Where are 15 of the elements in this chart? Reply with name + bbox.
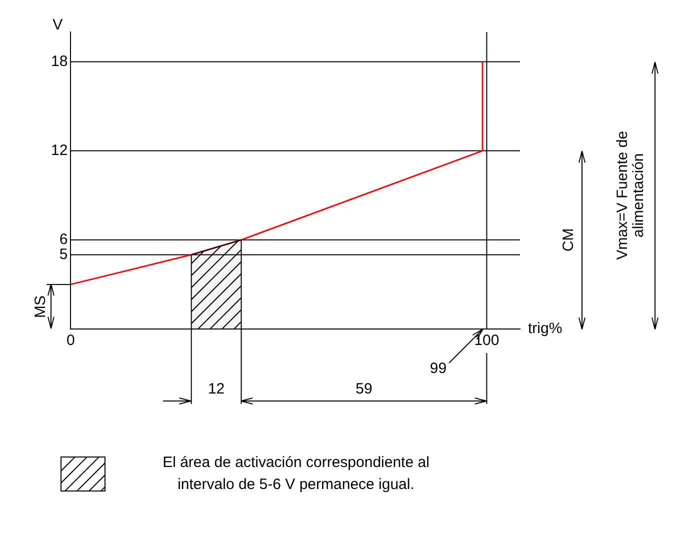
x-tick-label: 0: [66, 332, 75, 350]
text: 12: [208, 380, 225, 398]
y-tick-label: 18: [50, 52, 68, 70]
annotation: 99: [430, 360, 447, 378]
text: MS: [32, 295, 49, 318]
text: Vmax=V Fuente de alimentación: [614, 130, 648, 260]
text: 59: [356, 380, 372, 398]
y-tick-label: 12: [50, 142, 68, 159]
x-tick-label: 100: [474, 332, 500, 350]
y-axis-title: V: [52, 16, 63, 34]
text: CM: [560, 228, 578, 252]
y-tick-label: 6: [59, 231, 68, 248]
x-axis-title: trig%: [528, 320, 562, 338]
y-tick-label: 5: [59, 246, 68, 263]
legend-label: El área de activación correspondiente al intervalo de 5-6 V permanece igual.: [162, 453, 430, 495]
